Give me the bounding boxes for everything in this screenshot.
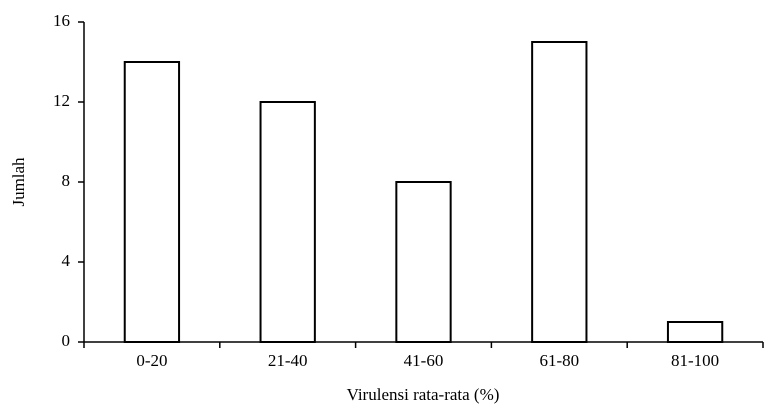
x-tick-label: 21-40 xyxy=(268,351,308,370)
x-tick-label: 41-60 xyxy=(404,351,444,370)
y-tick-label: 0 xyxy=(62,331,71,350)
bar xyxy=(259,101,316,343)
y-tick-label: 12 xyxy=(53,91,70,110)
x-tick-label: 81-100 xyxy=(671,351,719,370)
x-axis-label: Virulensi rata-rata (%) xyxy=(347,385,500,404)
bar xyxy=(666,321,724,343)
bar xyxy=(531,41,588,343)
bar xyxy=(123,61,181,343)
y-tick-label: 8 xyxy=(62,171,71,190)
x-tick-label: 61-80 xyxy=(539,351,579,370)
y-tick-label: 16 xyxy=(53,11,70,30)
x-tick-label: 0-20 xyxy=(136,351,167,370)
bar xyxy=(395,181,452,343)
y-axis-label: Jumlah xyxy=(9,157,28,207)
y-tick-label: 4 xyxy=(62,251,71,270)
